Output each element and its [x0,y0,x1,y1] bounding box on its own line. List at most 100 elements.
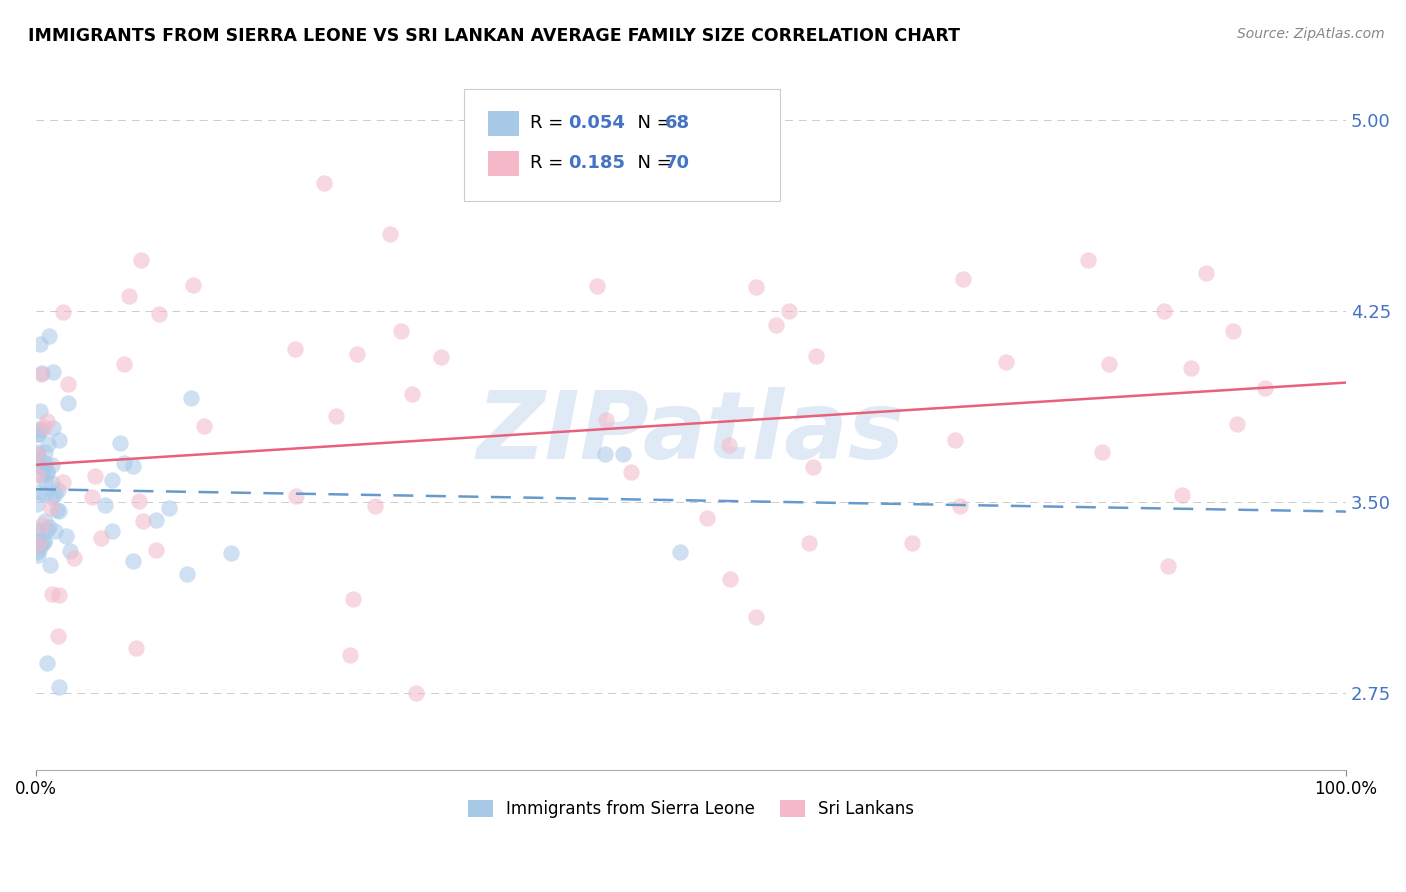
Point [41,490,63,504]
Point [1225,417,1247,432]
Point [44,524,66,539]
Point [219,547,242,561]
Point [1091,445,1114,459]
Point [718,572,741,586]
Point [41,476,63,491]
Point [1180,361,1202,376]
Point [25,467,48,482]
Point [25,524,48,539]
Point [38,328,60,343]
Point [364,499,387,513]
Point [27,422,49,436]
Point [41,501,63,516]
Text: R =: R = [530,154,569,172]
Point [37,464,59,478]
Point [943,434,966,448]
Point [27,446,49,460]
Point [25,497,48,511]
Point [42,366,65,380]
Point [101,473,124,487]
Point [1222,324,1244,338]
Point [806,349,828,363]
Point [32,534,55,549]
Point [125,640,148,655]
Point [27,426,49,441]
Point [132,514,155,528]
Point [1157,559,1180,574]
Point [1077,252,1099,267]
Point [37,523,59,537]
Point [696,511,718,525]
Point [285,489,308,503]
Point [430,350,453,364]
Point [145,513,167,527]
Point [28,337,51,351]
Text: Source: ZipAtlas.com: Source: ZipAtlas.com [1237,27,1385,41]
Point [401,386,423,401]
Point [34,534,56,549]
Point [30,367,52,381]
Point [31,467,53,482]
Point [48,504,70,518]
Point [389,324,412,338]
Text: 0.054: 0.054 [568,114,624,132]
Point [34,474,56,488]
Point [1153,303,1175,318]
Point [176,566,198,581]
Point [339,648,361,663]
Point [148,307,170,321]
Point [181,278,204,293]
Text: R =: R = [530,114,569,132]
Point [90,531,112,545]
Point [35,466,58,480]
Point [803,460,825,475]
Point [35,414,58,428]
Point [31,460,53,475]
Point [27,447,49,461]
Point [797,536,820,550]
Point [595,413,617,427]
Point [1098,357,1121,371]
Point [94,498,117,512]
Point [145,542,167,557]
Point [39,558,62,572]
Point [34,514,56,528]
Point [48,434,70,448]
Point [25,523,48,537]
Point [378,227,401,242]
Point [325,409,347,423]
Point [129,252,152,267]
Point [41,420,63,434]
Text: 70: 70 [665,154,690,172]
Point [193,419,215,434]
Point [284,343,307,357]
Point [38,520,60,534]
Point [612,447,634,461]
Point [32,420,55,434]
Point [28,541,51,556]
Point [346,347,368,361]
Point [28,404,51,418]
Point [25,545,48,559]
Point [35,656,58,670]
Point [48,681,70,695]
Text: IMMIGRANTS FROM SIERRA LEONE VS SRI LANKAN AVERAGE FAMILY SIZE CORRELATION CHART: IMMIGRANTS FROM SIERRA LEONE VS SRI LANK… [28,27,960,45]
Point [717,437,740,451]
Point [121,554,143,568]
Point [55,529,77,543]
Point [56,376,79,391]
Point [44,487,66,501]
Point [118,289,141,303]
Point [41,458,63,473]
Point [80,490,103,504]
Point [1170,488,1192,502]
Point [52,305,75,319]
Point [46,629,69,643]
Point [45,502,67,516]
Point [28,485,51,500]
Text: N =: N = [626,114,678,132]
Point [994,355,1017,369]
Point [27,549,49,563]
Point [52,475,75,489]
Point [1195,266,1218,280]
